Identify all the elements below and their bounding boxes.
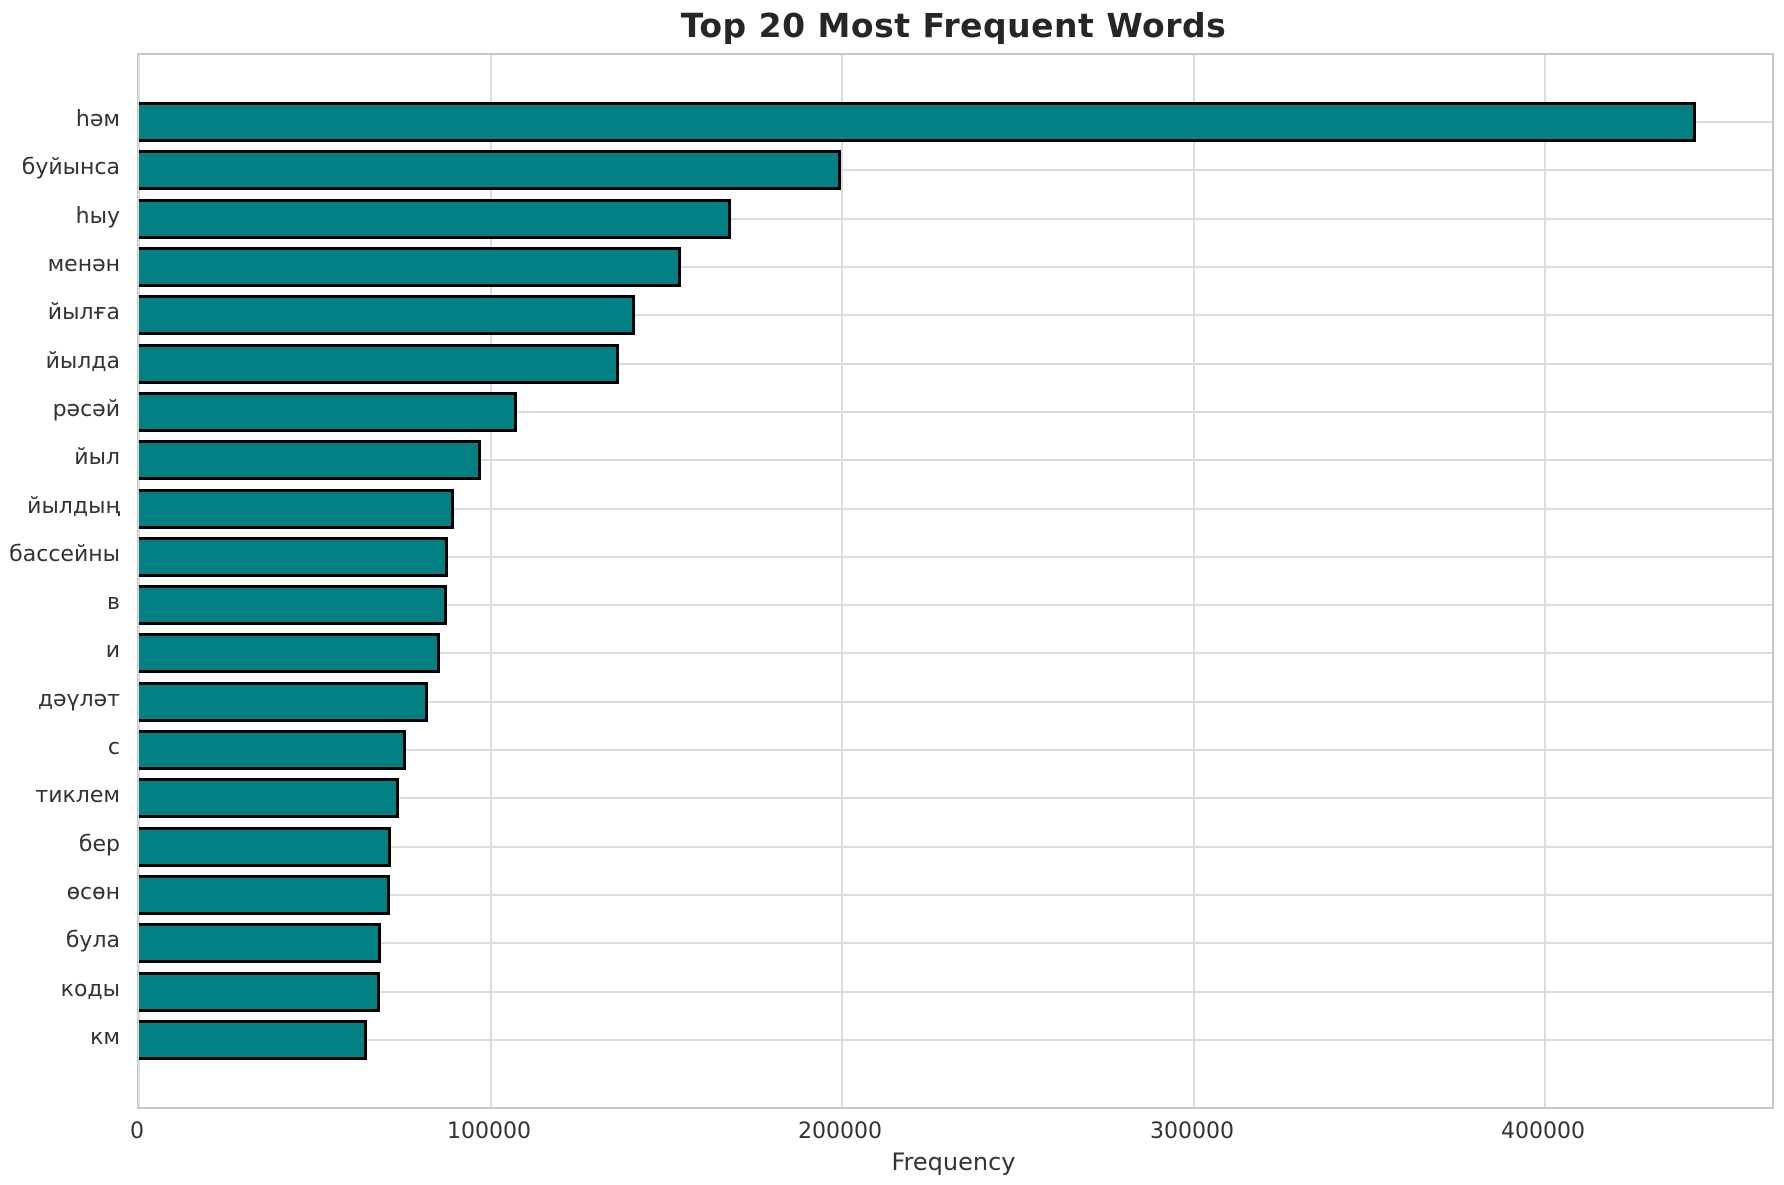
x-axis-label: Frequency <box>891 1148 1016 1176</box>
horizontal-gridline <box>139 991 1772 993</box>
y-tick-label: с <box>107 735 120 760</box>
bar-йылға <box>139 295 635 335</box>
bar-һәм <box>139 102 1696 142</box>
bar-с <box>139 730 406 770</box>
y-tick-label: рәсәй <box>52 397 120 422</box>
vertical-gridline <box>1544 55 1546 1107</box>
plot-area <box>137 53 1774 1109</box>
x-tick-label: 0 <box>130 1119 144 1144</box>
y-tick-label: тиклем <box>35 783 120 808</box>
bar-йыл <box>139 440 481 480</box>
horizontal-gridline <box>139 508 1772 510</box>
bar-и <box>139 633 440 673</box>
y-tick-label: дәүләт <box>37 687 120 712</box>
horizontal-gridline <box>139 1039 1772 1041</box>
horizontal-gridline <box>139 459 1772 461</box>
horizontal-gridline <box>139 266 1772 268</box>
bar-км <box>139 1020 367 1060</box>
horizontal-gridline <box>139 604 1772 606</box>
y-tick-label: бер <box>78 832 120 857</box>
y-tick-label: км <box>90 1025 120 1050</box>
y-tick-label: бассейны <box>9 542 120 567</box>
y-tick-label: йылдың <box>27 494 120 519</box>
horizontal-gridline <box>139 652 1772 654</box>
bar-дәүләт <box>139 682 428 722</box>
y-tick-label: буйынса <box>21 155 120 180</box>
x-tick-label: 300000 <box>1150 1119 1234 1144</box>
vertical-gridline <box>490 55 492 1107</box>
y-tick-label: йылда <box>45 349 120 374</box>
y-tick-label: була <box>65 928 120 953</box>
vertical-gridline <box>138 55 140 1107</box>
horizontal-gridline <box>139 894 1772 896</box>
y-tick-label: коды <box>60 977 120 1002</box>
vertical-gridline <box>1193 55 1195 1107</box>
y-tick-label: өсөн <box>66 880 120 905</box>
chart-title: Top 20 Most Frequent Words <box>680 6 1227 45</box>
bar-в <box>139 585 447 625</box>
bar-коды <box>139 972 380 1012</box>
x-tick-label: 200000 <box>798 1119 882 1144</box>
y-tick-label: менән <box>47 252 120 277</box>
horizontal-gridline <box>139 169 1772 171</box>
bar-өсөн <box>139 875 390 915</box>
bar-рәсәй <box>139 392 517 432</box>
y-tick-label: в <box>107 590 120 615</box>
bar-менән <box>139 247 681 287</box>
vertical-gridline <box>841 55 843 1107</box>
horizontal-gridline <box>139 363 1772 365</box>
bar-бер <box>139 827 391 867</box>
horizontal-gridline <box>139 749 1772 751</box>
horizontal-gridline <box>139 846 1772 848</box>
horizontal-gridline <box>139 701 1772 703</box>
bar-була <box>139 923 381 963</box>
horizontal-gridline <box>139 797 1772 799</box>
horizontal-gridline <box>139 942 1772 944</box>
y-tick-label: йылға <box>47 300 120 325</box>
horizontal-gridline <box>139 218 1772 220</box>
bar-йылдың <box>139 489 454 529</box>
x-tick-label: 400000 <box>1501 1119 1585 1144</box>
bar-һыу <box>139 199 731 239</box>
bar-бассейны <box>139 537 448 577</box>
x-tick-label: 100000 <box>447 1119 531 1144</box>
y-tick-label: һыу <box>75 204 120 229</box>
bar-йылда <box>139 344 619 384</box>
horizontal-gridline <box>139 556 1772 558</box>
y-tick-label: йыл <box>74 445 120 470</box>
horizontal-gridline <box>139 411 1772 413</box>
horizontal-gridline <box>139 314 1772 316</box>
y-tick-label: һәм <box>75 107 120 132</box>
y-tick-label: и <box>105 638 120 663</box>
bar-тиклем <box>139 778 399 818</box>
bar-буйынса <box>139 150 841 190</box>
